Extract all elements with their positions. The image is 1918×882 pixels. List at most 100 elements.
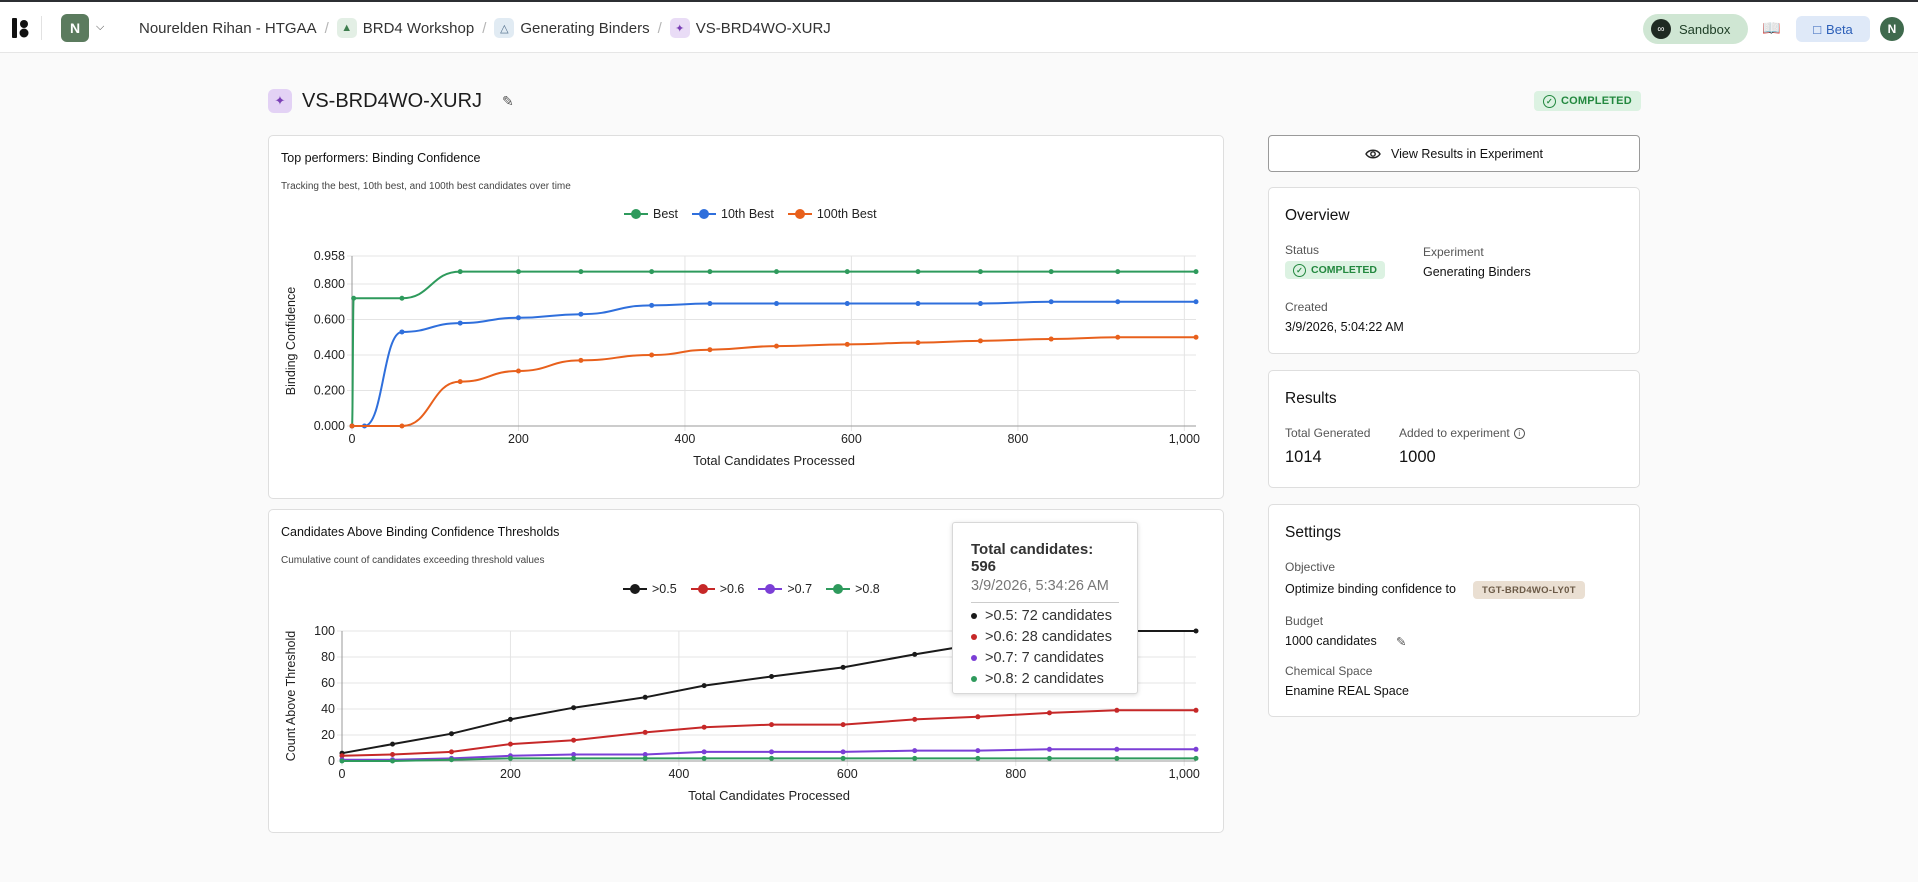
data-point: [1114, 755, 1120, 761]
edit-pencil-icon[interactable]: ✎: [1396, 635, 1407, 649]
status-badge: ✓ COMPLETED: [1534, 91, 1641, 111]
budget-value: 1000 candidates: [1285, 634, 1377, 648]
flask-icon: △: [494, 18, 515, 38]
created-value: 3/9/2026, 5:04:22 AM: [1285, 320, 1404, 334]
objective-label: Objective: [1285, 560, 1336, 574]
breadcrumb-project[interactable]: ▲ BRD4 Workshop: [336, 18, 474, 38]
view-results-button[interactable]: View Results in Experiment: [1268, 135, 1640, 172]
data-point: [977, 301, 983, 307]
experiment-link[interactable]: Generating Binders: [1423, 265, 1531, 279]
data-point: [649, 269, 655, 275]
x-tick-label: 0: [339, 767, 346, 781]
total-generated-value: 1014: [1285, 448, 1322, 466]
series-line: [342, 748, 1196, 761]
legend-item-gt-0-5[interactable]: >0.5: [623, 582, 677, 596]
tooltip-row: >0.5: 72 candidates: [971, 608, 1119, 624]
data-point: [1193, 299, 1199, 305]
y-tick-label: 20: [321, 728, 335, 742]
check-circle-icon: ✓: [1293, 263, 1306, 277]
x-tick-label: 600: [837, 767, 858, 781]
data-point: [773, 269, 779, 275]
y-tick-label: 100: [314, 624, 335, 638]
data-point: [399, 423, 405, 429]
data-point: [844, 269, 850, 275]
data-point: [349, 423, 355, 429]
settings-card: Settings Objective Optimize binding conf…: [1268, 504, 1640, 717]
experiment-label: Experiment: [1423, 245, 1484, 259]
data-point: [844, 301, 850, 307]
data-point: [515, 269, 521, 275]
series-dot-icon: [971, 613, 977, 619]
sandbox-button[interactable]: ∞ Sandbox: [1643, 14, 1748, 44]
data-point: [1193, 707, 1199, 713]
data-point: [642, 729, 648, 735]
data-point: [1114, 707, 1120, 713]
breadcrumb-current[interactable]: ✦ VS-BRD4WO-XURJ: [669, 18, 831, 38]
legend-item-10th-best[interactable]: 10th Best: [692, 207, 774, 221]
data-point: [707, 347, 713, 353]
data-point: [457, 379, 463, 385]
line-chart-binding-confidence[interactable]: 0 200 400 600 800 1,000 0.000 0.200 0.400 0.600 0.…: [269, 136, 1223, 498]
data-point: [769, 755, 775, 761]
card-title: Results: [1285, 390, 1337, 407]
series-dot-icon: [971, 655, 977, 661]
data-point: [1048, 299, 1054, 305]
total-generated-label: Total Generated: [1285, 426, 1371, 440]
legend-item-best[interactable]: Best: [624, 207, 678, 221]
info-icon[interactable]: i: [1513, 428, 1525, 440]
edit-pencil-icon[interactable]: ✎: [502, 92, 514, 109]
data-point: [707, 301, 713, 307]
data-point: [1114, 746, 1120, 752]
budget-label: Budget: [1285, 614, 1324, 628]
legend-item-gt-0-8[interactable]: >0.8: [826, 582, 880, 596]
book-icon[interactable]: 📖: [1762, 20, 1781, 37]
data-point: [1046, 755, 1052, 761]
beta-button[interactable]: □ Beta: [1796, 16, 1870, 42]
breadcrumb-org[interactable]: Nourelden Rihan - HTGAA: [139, 19, 317, 37]
eye-icon: [1365, 149, 1381, 158]
data-point: [399, 295, 405, 301]
breadcrumb-experiment[interactable]: △ Generating Binders: [494, 18, 650, 38]
chart-subtitle: Cumulative count of candidates exceeding…: [281, 555, 545, 566]
chevron-down-icon[interactable]: ⌵: [96, 21, 105, 33]
data-point: [390, 752, 396, 757]
x-tick-label: 200: [508, 432, 529, 446]
legend-item-gt-0-7[interactable]: >0.7: [758, 582, 812, 596]
card-title: Overview: [1285, 207, 1350, 224]
legend-item-100th-best[interactable]: 100th Best: [787, 207, 877, 221]
series-line: [352, 300, 1196, 427]
results-card: Results Total Generated 1014 Added to ex…: [1268, 370, 1640, 488]
y-axis-label: Count Above Threshold: [284, 631, 298, 761]
data-point: [390, 758, 396, 764]
y-tick-label: 40: [321, 702, 335, 716]
y-tick-label: 0.958: [314, 249, 345, 263]
user-avatar[interactable]: N: [1880, 17, 1904, 41]
tooltip-title: Total candidates: 596: [971, 541, 1094, 575]
data-point: [701, 749, 707, 755]
workspace-avatar[interactable]: N: [61, 14, 89, 42]
app-logo-icon[interactable]: [12, 18, 30, 38]
data-point: [701, 683, 707, 689]
data-point: [571, 705, 577, 711]
check-circle-icon: ✓: [1543, 94, 1556, 108]
x-tick-label: 400: [675, 432, 696, 446]
legend-item-gt-0-6[interactable]: >0.6: [690, 582, 744, 596]
sandbox-label: Sandbox: [1679, 21, 1731, 37]
data-point: [912, 748, 918, 754]
data-point: [448, 731, 454, 737]
data-point: [642, 694, 648, 700]
chat-icon: □: [1813, 21, 1822, 37]
data-point: [578, 311, 584, 317]
data-point: [840, 664, 846, 670]
data-point: [515, 368, 521, 374]
data-point: [507, 716, 513, 722]
target-tag[interactable]: TGT-BRD4WO-LY0T: [1473, 581, 1585, 599]
tooltip-row: >0.7: 7 candidates: [971, 650, 1119, 666]
data-point: [578, 269, 584, 275]
data-point: [701, 755, 707, 761]
card-title: Settings: [1285, 524, 1342, 541]
x-tick-label: 800: [1007, 432, 1028, 446]
data-point: [769, 749, 775, 755]
data-point: [912, 716, 918, 722]
data-point: [515, 315, 521, 321]
